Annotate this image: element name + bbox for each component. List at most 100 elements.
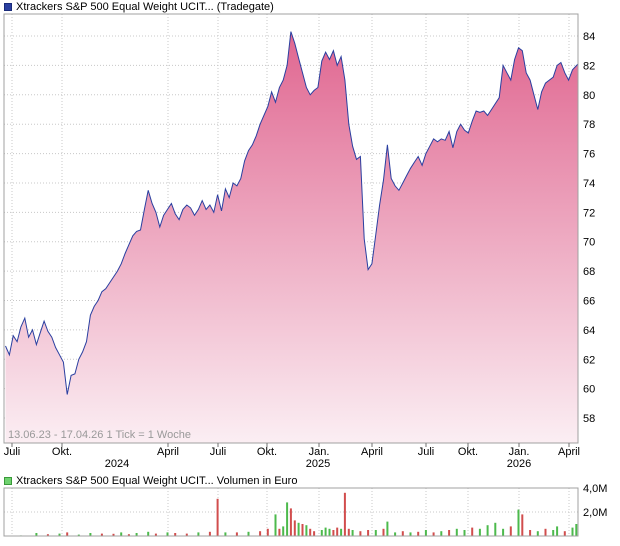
volume-bar	[320, 530, 323, 536]
volume-bar	[89, 533, 92, 536]
volume-bar	[282, 526, 285, 536]
volume-bar	[58, 533, 61, 536]
price-y-tick-label: 72	[583, 207, 595, 219]
volume-bar	[309, 528, 312, 536]
volume-bar	[536, 531, 539, 536]
volume-bar	[351, 530, 354, 536]
volume-bar	[575, 524, 578, 536]
price-x-tick-label: April	[558, 446, 580, 458]
volume-bar	[494, 522, 497, 536]
price-x-tick-label: April	[157, 446, 179, 458]
price-x-year-label: 2024	[105, 458, 129, 470]
volume-bar	[127, 534, 130, 536]
price-y-tick-label: 64	[583, 325, 595, 337]
price-chart-title: Xtrackers S&P 500 Equal Weight UCIT... (…	[16, 1, 274, 13]
volume-bar	[293, 520, 296, 536]
price-chart-legend: Xtrackers S&P 500 Equal Weight UCIT... (…	[4, 1, 274, 13]
price-x-tick-label: Juli	[418, 446, 435, 458]
volume-bar	[367, 530, 370, 536]
volume-bar	[324, 527, 327, 536]
volume-bar	[401, 531, 404, 536]
volume-bar	[208, 531, 211, 536]
price-x-tick-label: Juli	[210, 446, 227, 458]
volume-plot-border	[3, 487, 579, 537]
volume-bar	[556, 526, 559, 536]
price-x-tick-label: Jan.	[309, 446, 330, 458]
volume-bar	[359, 531, 362, 536]
volume-bar	[120, 532, 123, 536]
price-x-tick-label: Okt.	[52, 446, 72, 458]
volume-bar	[278, 528, 281, 536]
volume-bar	[440, 531, 443, 536]
volume-bar	[35, 533, 38, 536]
volume-bar	[135, 533, 138, 536]
volume-bar	[478, 528, 481, 536]
volume-bar	[463, 530, 466, 536]
price-plot-frame	[3, 13, 579, 444]
volume-bar	[77, 534, 80, 536]
volume-y-axis: 2,0M 4,0M	[583, 483, 607, 519]
price-x-tick-label: Jan.	[509, 446, 530, 458]
volume-bar	[336, 527, 339, 536]
volume-bar	[529, 530, 532, 536]
volume-bar	[286, 502, 289, 536]
volume-bar	[185, 533, 188, 536]
volume-bar	[563, 531, 566, 536]
volume-bar	[502, 528, 505, 536]
volume-bar	[274, 514, 277, 536]
price-line	[5, 31, 579, 395]
volume-bar	[424, 530, 427, 536]
volume-bar	[224, 532, 227, 536]
volume-chart-title: Xtrackers S&P 500 Equal Weight UCIT... V…	[16, 475, 298, 487]
price-y-tick-label: 66	[583, 295, 595, 307]
volume-y-tick-label: 2,0M	[583, 507, 607, 519]
volume-bar	[259, 531, 262, 536]
price-y-tick-label: 60	[583, 384, 595, 396]
volume-bar	[174, 533, 177, 536]
volume-bar	[216, 498, 219, 536]
volume-bar	[552, 530, 555, 536]
volume-bar	[448, 530, 451, 536]
volume-bar	[289, 508, 292, 536]
volume-chart-legend: Xtrackers S&P 500 Equal Weight UCIT... V…	[4, 475, 297, 487]
volume-bar	[486, 525, 489, 536]
volume-bar	[471, 527, 474, 536]
price-y-tick-label: 76	[583, 149, 595, 161]
price-y-tick-label: 62	[583, 354, 595, 366]
price-y-tick-label: 84	[583, 31, 595, 43]
period-note: 13.06.23 - 17.04.26 1 Tick = 1 Woche	[8, 429, 191, 441]
price-y-tick-label: 82	[583, 60, 595, 72]
volume-bar	[455, 528, 458, 536]
price-y-tick-label: 70	[583, 237, 595, 249]
price-x-tick-label: Juli	[4, 446, 21, 458]
price-y-tick-label: 80	[583, 90, 595, 102]
volume-bar	[340, 528, 343, 536]
volume-bar	[517, 509, 520, 536]
volume-bar	[305, 525, 308, 536]
volume-bar	[235, 532, 238, 536]
volume-bar	[544, 528, 547, 536]
volume-bar	[166, 532, 169, 536]
price-y-axis: 58 60 62 64 66 68 70 72 74 76 78 80 82 84	[583, 31, 595, 425]
price-x-year-label: 2026	[507, 458, 531, 470]
volume-bar	[347, 528, 350, 536]
volume-bar	[154, 533, 157, 536]
price-x-axis: Juli Okt. April Juli Okt. Jan. April Juli Okt. Ja…	[4, 443, 580, 470]
volume-bar	[417, 531, 420, 536]
volume-bar	[394, 532, 397, 536]
price-series-swatch	[4, 3, 12, 11]
price-area	[5, 31, 578, 443]
volume-bar	[374, 530, 377, 536]
volume-bar	[509, 526, 512, 536]
volume-bar	[409, 532, 412, 536]
volume-plot-frame	[3, 487, 579, 537]
volume-bar	[147, 531, 150, 536]
volume-bars	[19, 492, 578, 536]
price-y-tick-label: 58	[583, 413, 595, 425]
price-x-year-label: 2025	[306, 458, 330, 470]
volume-bar	[521, 514, 524, 536]
price-y-tick-label: 74	[583, 178, 595, 190]
volume-bar	[432, 532, 435, 536]
volume-bar	[247, 531, 250, 536]
volume-bar	[301, 524, 304, 536]
